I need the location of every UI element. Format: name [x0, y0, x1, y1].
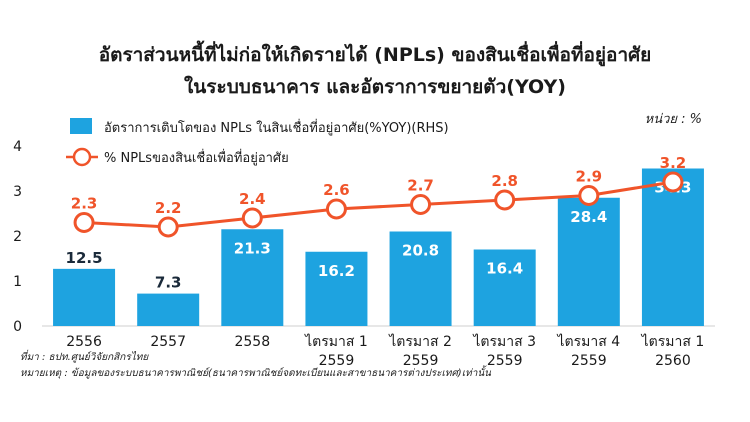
- series-line: [83, 180, 674, 229]
- line-point: [494, 189, 516, 211]
- line-point: [325, 198, 347, 220]
- bar-value-label: 20.8: [402, 242, 439, 260]
- x-tick-label: ไตรมาส 3: [472, 333, 536, 350]
- legend-bar-swatch: [70, 118, 92, 134]
- bar: [137, 293, 200, 326]
- line-point: [662, 171, 684, 193]
- bar-value-label: 7.3: [155, 274, 182, 292]
- source-text: ที่มา : ธปท.ศูนย์วิจัยกสิกรไทย: [20, 352, 149, 363]
- y-tick-label: 4: [13, 139, 22, 155]
- y-tick-label: 2: [13, 229, 22, 245]
- chart-title-line-1: อัตราส่วนหนี้ที่ไม่ก่อให้เกิดรายได้ (NPL…: [98, 44, 652, 66]
- line-value-label: 2.2: [155, 199, 182, 217]
- bar-value-label: 16.2: [318, 262, 355, 280]
- y-tick-label: 1: [13, 274, 22, 290]
- y-tick-label: 0: [13, 319, 22, 335]
- line-value-label: 2.4: [239, 190, 266, 208]
- line-value-label: 2.3: [71, 195, 98, 213]
- x-tick-label: 2560: [655, 353, 691, 369]
- bar-value-label: 12.5: [66, 249, 103, 267]
- bar: [389, 231, 452, 326]
- bar: [305, 251, 368, 326]
- chart-title-line-2: ในระบบธนาคาร และอัตราการขยายตัว(YOY): [184, 76, 566, 98]
- legend-line-label: % NPLsของสินเชื่อเพื่อที่อยู่อาศัย: [104, 149, 289, 166]
- bar-value-label: 16.4: [486, 260, 523, 278]
- x-tick-label: 2559: [487, 353, 523, 369]
- y-tick-label: 3: [13, 184, 22, 200]
- x-tick-label: 2557: [150, 334, 186, 350]
- line-point: [241, 207, 263, 229]
- x-tick-label: ไตรมาส 1: [304, 333, 368, 350]
- line-value-label: 3.2: [660, 154, 687, 172]
- x-tick-label: 2559: [571, 353, 607, 369]
- note-text: หมายเหตุ : ข้อมูลของระบบธนาคารพาณิชย์(ธน…: [20, 368, 491, 379]
- line-value-label: 2.7: [407, 177, 434, 195]
- unit-label: หน่วย : %: [644, 112, 702, 127]
- legend-line-marker: [72, 147, 92, 167]
- bar-value-label: 21.3: [234, 239, 271, 257]
- x-tick-label: ไตรมาส 2: [388, 333, 452, 350]
- line-value-label: 2.6: [323, 181, 350, 199]
- bar: [53, 268, 116, 326]
- x-axis: 2556 2557 2558 ไตรมาส 1 2559 ไตรมาส 2 2559 ไตรม…: [66, 333, 704, 369]
- line-value-label: 2.8: [491, 172, 518, 190]
- bar: [473, 249, 536, 326]
- x-tick-label: ไตรมาส 1: [641, 333, 705, 350]
- x-tick-label: ไตรมาส 4: [556, 333, 620, 350]
- bar-value-label: 28.4: [570, 208, 607, 226]
- line-value-label: 2.9: [576, 168, 603, 186]
- x-tick-label: 2556: [66, 334, 102, 350]
- line-point: [157, 216, 179, 238]
- legend-bar-label: อัตราการเติบโตของ NPLs ในสินเชื่อที่อยู่…: [104, 119, 449, 136]
- bar-series: 12.57.321.316.220.816.428.434.3: [53, 168, 704, 326]
- line-point: [410, 194, 432, 215]
- x-tick-label: 2559: [403, 353, 439, 369]
- bar: [221, 229, 284, 326]
- bar: [557, 197, 620, 326]
- line-point: [73, 212, 95, 233]
- x-tick-label: 2558: [234, 334, 270, 350]
- x-tick-label: 2559: [319, 353, 355, 369]
- line-point: [578, 185, 600, 206]
- line-series: 2.3 2.2 2.4 2.6 2.7 2.8 2.9 3.2: [71, 154, 687, 238]
- legend: อัตราการเติบโตของ NPLs ในสินเชื่อที่อยู่…: [66, 118, 449, 167]
- bar: [641, 168, 704, 326]
